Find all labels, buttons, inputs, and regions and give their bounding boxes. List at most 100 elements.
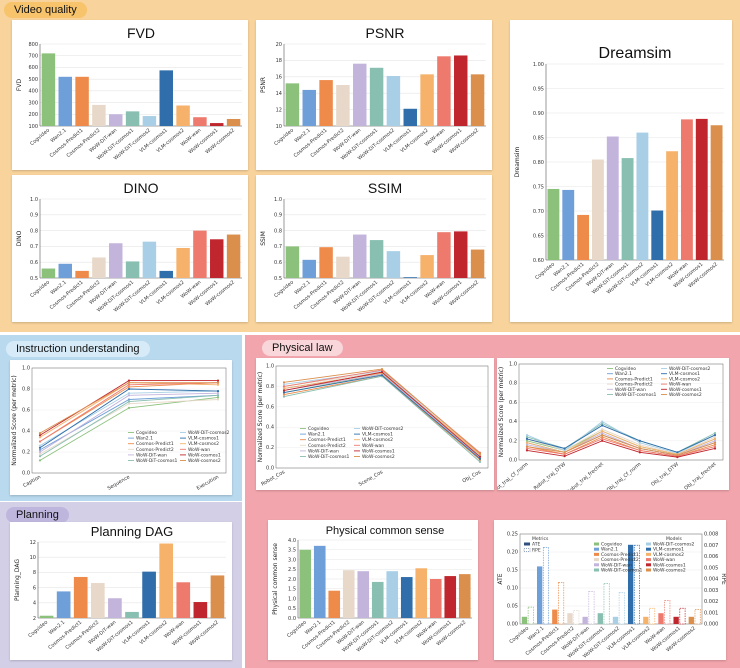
y-tick-label: 1.00	[533, 62, 544, 68]
series-point	[127, 394, 131, 397]
y-tick-label: 0.70	[533, 209, 544, 215]
rpe-bar	[527, 606, 534, 625]
bar	[336, 256, 350, 278]
legend-item: VLM-cosmos1	[653, 547, 684, 553]
x-tick-label: Obj_traj_frechet	[683, 461, 717, 490]
y-tick-label: 0.00	[507, 622, 518, 628]
series-point	[216, 379, 220, 382]
y-tick-label: 2.5	[288, 567, 296, 573]
chart-title: DINO	[124, 180, 159, 196]
bar	[353, 63, 367, 126]
legend-item: VLM-cosmos1	[669, 371, 700, 377]
bar	[125, 261, 140, 278]
ate-bar	[643, 616, 649, 624]
legend-item: Cosmos-Predict2	[308, 443, 346, 449]
legend-item: WoW-DiT-wan	[308, 448, 339, 454]
legend-item: WoW-cosmos2	[362, 454, 395, 460]
series-point	[638, 441, 641, 444]
legend-item: Wan2.1	[615, 371, 632, 377]
bar	[400, 577, 413, 618]
series-point	[478, 460, 482, 463]
legend-title: Metrics	[532, 536, 549, 542]
physical-common-sense-chart: Physical common sense 0.0 0.5 1.0 1.5 2.0 2.5 3…	[268, 520, 478, 660]
bar	[193, 117, 207, 126]
y-tick-label: 1.0	[509, 362, 517, 368]
rpe-bar	[664, 600, 671, 625]
series-point	[525, 439, 529, 442]
ate-bar	[658, 613, 664, 624]
y-axis-label: Dreamsim	[514, 146, 521, 177]
series-point	[525, 441, 529, 444]
rpe-bar	[649, 607, 656, 625]
bar	[41, 268, 56, 278]
series-point	[525, 443, 529, 446]
y-tick-label: 0.90	[533, 111, 544, 117]
bar	[285, 246, 300, 278]
series-point	[638, 443, 641, 446]
series-point	[638, 451, 641, 454]
legend-item: VLM-cosmos2	[669, 376, 700, 382]
series-point	[713, 432, 717, 435]
y-tick-label: 12	[30, 540, 36, 546]
series-point	[38, 455, 42, 458]
legend-swatch	[646, 542, 651, 546]
legend-item: RPE	[532, 548, 541, 554]
y-tick-label: 0.8	[266, 384, 274, 390]
physical-law-line-chart-2: 0.0 0.2 0.4 0.6 0.8 1.0 Normalized Score (per …	[497, 358, 729, 490]
chart-title: Planning DAG	[91, 524, 173, 539]
series-point	[38, 450, 42, 454]
bar	[369, 67, 384, 126]
y-tick-label: 0.2	[266, 445, 274, 451]
series-point	[713, 441, 717, 444]
ate-bar	[688, 616, 694, 624]
series-point	[282, 395, 286, 398]
plot-frame	[31, 367, 227, 474]
series-point	[525, 449, 529, 452]
series-point	[601, 424, 604, 427]
series-line	[526, 438, 716, 457]
instruction-line-chart: 0.0 0.2 0.4 0.6 0.8 1.0 Normalized Score (per …	[10, 360, 232, 495]
legend-item: WoW-cosmos1	[653, 562, 686, 568]
y-tick-label: 0.4	[22, 429, 30, 435]
y-tick-label: 4	[33, 601, 36, 607]
legend-item: Cogvideo	[308, 426, 329, 432]
bar	[621, 158, 634, 260]
series-point	[601, 428, 604, 431]
bar	[210, 575, 225, 618]
series-point	[282, 391, 286, 394]
chart-title: PSNR	[366, 25, 405, 41]
bar	[562, 189, 575, 260]
series-point	[127, 379, 131, 382]
bar	[695, 118, 708, 260]
series-point	[525, 445, 529, 448]
series-point	[216, 398, 220, 401]
bar	[606, 136, 619, 260]
legend-item: WoW-cosmos1	[188, 452, 221, 458]
legend-item: WoW-DiT-cosmos1	[615, 392, 657, 398]
bar	[125, 111, 140, 126]
y2-tick-label: 0.005	[704, 565, 718, 571]
series-point	[38, 440, 42, 443]
ate-bar	[521, 616, 528, 624]
series-point	[563, 451, 566, 454]
series-point	[478, 455, 482, 458]
bar	[108, 598, 122, 618]
y-tick-label: 700	[28, 54, 38, 60]
bar	[437, 56, 451, 126]
y-tick-label: 0.0	[288, 616, 296, 622]
series-point	[127, 383, 131, 386]
y-tick-label: 0.6	[509, 400, 517, 406]
y-tick-label: 0.8	[509, 381, 517, 387]
bar	[420, 255, 434, 278]
bar	[92, 104, 106, 126]
legend-swatch	[646, 563, 651, 567]
y-tick-label: 400	[28, 89, 38, 95]
legend-item: WoW-DiT-cosmos1	[136, 458, 178, 464]
y-axis-label: PSNR	[260, 77, 267, 93]
series-point	[282, 385, 286, 388]
x-tick-label: Cogvideo	[273, 279, 295, 299]
y-tick-label: 600	[28, 65, 38, 71]
legend-item: WoW-wan	[188, 447, 210, 453]
y-tick-label: 0.6	[30, 260, 38, 266]
rpe-bar	[694, 609, 701, 625]
